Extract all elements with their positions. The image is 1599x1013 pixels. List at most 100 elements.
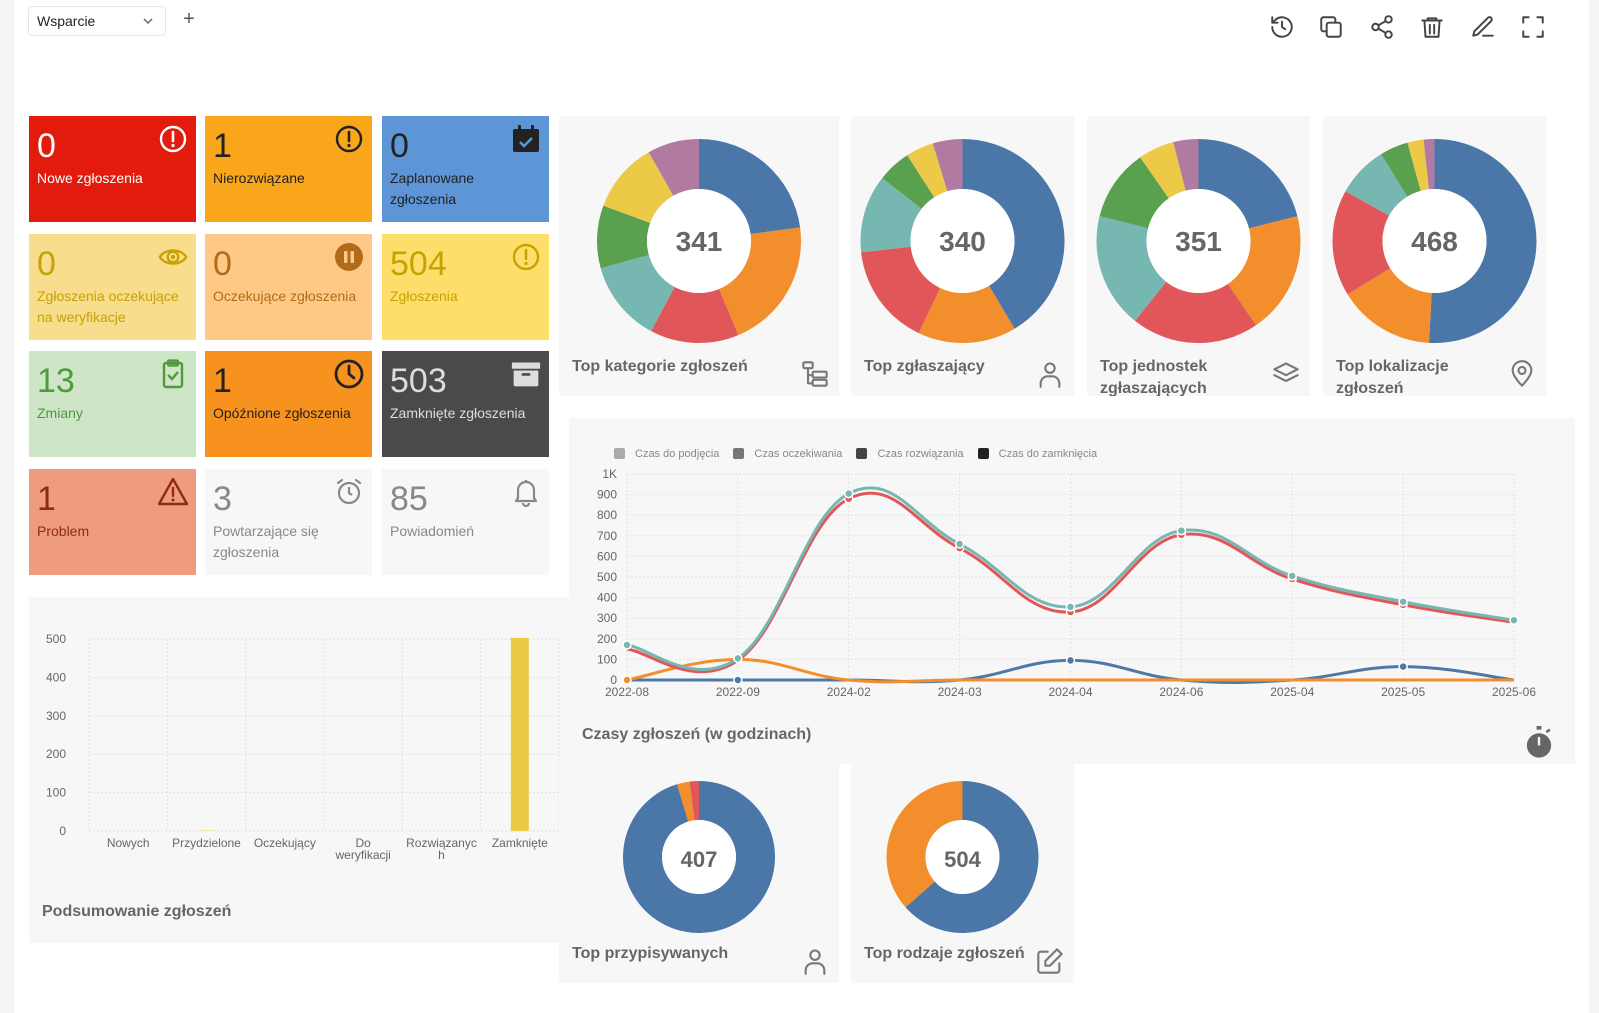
donut-slice[interactable] <box>603 152 674 223</box>
layers-icon <box>1272 360 1300 388</box>
y-tick-label: 400 <box>46 670 66 684</box>
series-line[interactable] <box>626 657 1514 684</box>
donut-slice[interactable] <box>1429 139 1537 343</box>
stat-tile[interactable]: 0 Nowe zgłoszenia <box>29 116 196 222</box>
donut-slice[interactable] <box>882 155 935 209</box>
dashboard-canvas: Wsparcie + 0 Nowe zgłoszenia 1 Nierozwią… <box>14 0 1589 1013</box>
trash-icon[interactable] <box>1419 14 1445 40</box>
donut-hole <box>1146 189 1251 293</box>
donut-total: 351 <box>1175 226 1222 257</box>
data-point[interactable] <box>954 539 965 549</box>
data-point[interactable] <box>1065 655 1076 666</box>
data-point[interactable] <box>1287 571 1297 581</box>
stat-tile[interactable]: 1 Problem <box>29 469 196 575</box>
x-tick-label: 2024-03 <box>938 685 982 699</box>
pause-circle-icon <box>334 242 364 272</box>
data-point[interactable] <box>1509 615 1519 626</box>
share-icon[interactable] <box>1369 14 1395 40</box>
donut-slice[interactable] <box>886 781 963 908</box>
stat-value: 1 <box>213 127 232 165</box>
donut-slice[interactable] <box>907 143 948 198</box>
bar[interactable] <box>510 637 529 831</box>
legend-item[interactable]: Czas oczekiwania <box>733 448 842 460</box>
donut-slice[interactable] <box>689 781 699 821</box>
donut-hole <box>910 189 1015 293</box>
legend-item[interactable]: Czas do podjęcia <box>614 448 719 460</box>
donut-slice[interactable] <box>860 178 922 253</box>
donut-slice[interactable] <box>597 205 651 269</box>
data-point[interactable] <box>733 675 743 685</box>
donut-slice[interactable] <box>600 254 675 332</box>
donut-slice[interactable] <box>1381 142 1421 197</box>
donut-chart: 468 <box>1332 139 1537 343</box>
stat-label: Zaplanowane zgłoszenia <box>390 170 475 207</box>
stat-tile[interactable]: 85 Powiadomień <box>382 469 549 575</box>
x-tick-label: 2025-04 <box>1270 685 1314 699</box>
donut-slice[interactable] <box>677 781 695 822</box>
donut-slice[interactable] <box>932 139 963 192</box>
data-point[interactable] <box>1065 602 1076 612</box>
x-tick-label: 2022-08 <box>605 685 649 699</box>
donut-slice[interactable] <box>623 781 775 933</box>
donut-slice[interactable] <box>1407 139 1429 191</box>
stat-value: 0 <box>37 127 56 165</box>
donut-slice[interactable] <box>1140 142 1186 199</box>
history-icon[interactable] <box>1269 14 1295 40</box>
donut-slice[interactable] <box>1198 139 1298 229</box>
stat-tile[interactable]: 3 Powtarzające się zgłoszenia <box>205 469 372 575</box>
donut-slice[interactable] <box>962 139 1065 329</box>
add-dashboard-button[interactable]: + <box>183 8 195 30</box>
stat-tile[interactable]: 0 Oczekujące zgłoszenia <box>205 234 372 340</box>
donut-slice[interactable] <box>719 227 801 336</box>
donut-panel: 468 Top lokalizacje zgłoszeń <box>1323 116 1546 396</box>
y-tick-label: 300 <box>597 611 617 625</box>
stat-tile[interactable]: 13 Zmiany <box>29 351 196 457</box>
edit-icon[interactable] <box>1470 14 1496 40</box>
y-tick-label: 500 <box>597 570 617 584</box>
stat-tile[interactable]: 1 Opóźnione zgłoszenia <box>205 351 372 457</box>
legend-item[interactable]: Czas rozwiązania <box>856 448 964 460</box>
donut-slice[interactable] <box>1096 216 1167 321</box>
x-tick-label: 2024-04 <box>1048 685 1092 699</box>
alarm-clock-icon <box>334 477 364 507</box>
stat-label: Problem <box>37 523 90 539</box>
donut-slice[interactable] <box>1347 268 1432 343</box>
alert-circle-icon <box>158 124 188 154</box>
data-point[interactable] <box>1176 525 1187 536</box>
donut-slice[interactable] <box>1332 191 1391 295</box>
warning-triangle-icon <box>157 477 189 507</box>
data-point[interactable] <box>1398 661 1408 672</box>
series-line[interactable] <box>626 486 1515 671</box>
donut-slice[interactable] <box>905 781 1039 933</box>
donut-slice[interactable] <box>1227 216 1301 326</box>
stat-tile[interactable]: 1 Nierozwiązane <box>205 116 372 222</box>
donut-slice[interactable] <box>918 285 1015 343</box>
stat-tile[interactable]: 0 Zaplanowane zgłoszenia <box>382 116 549 222</box>
donut-slice[interactable] <box>1135 281 1257 343</box>
data-point[interactable] <box>733 653 743 664</box>
stat-tile[interactable]: 0 Zgłoszenia oczekujące na weryfikacje <box>29 234 196 340</box>
edit-icon <box>1036 947 1064 975</box>
donut-slice[interactable] <box>1423 139 1435 190</box>
x-tick-label: Przydzielone <box>172 836 241 850</box>
donut-slice[interactable] <box>861 246 941 334</box>
stat-tile[interactable]: 503 Zamknięte zgłoszenia <box>382 351 549 457</box>
donut-slice[interactable] <box>651 286 739 343</box>
dashboard-select[interactable]: Wsparcie <box>28 6 166 36</box>
donut-slice[interactable] <box>699 139 801 235</box>
donut-slice[interactable] <box>1099 157 1169 229</box>
fullscreen-icon[interactable] <box>1520 14 1546 40</box>
clock-icon <box>334 359 364 389</box>
copy-icon[interactable] <box>1318 14 1344 40</box>
donut-slice[interactable] <box>1173 139 1199 191</box>
data-point[interactable] <box>622 640 632 650</box>
y-tick-label: 0 <box>59 824 66 838</box>
data-point[interactable] <box>622 675 632 685</box>
data-point[interactable] <box>1398 596 1408 607</box>
alert-circle-icon <box>511 242 541 272</box>
legend-item[interactable]: Czas do zamknięcia <box>977 448 1097 460</box>
stat-tile[interactable]: 504 Zgłoszenia <box>382 234 549 340</box>
donut-slice[interactable] <box>648 139 699 196</box>
data-point[interactable] <box>844 488 854 499</box>
donut-slice[interactable] <box>1345 154 1408 216</box>
